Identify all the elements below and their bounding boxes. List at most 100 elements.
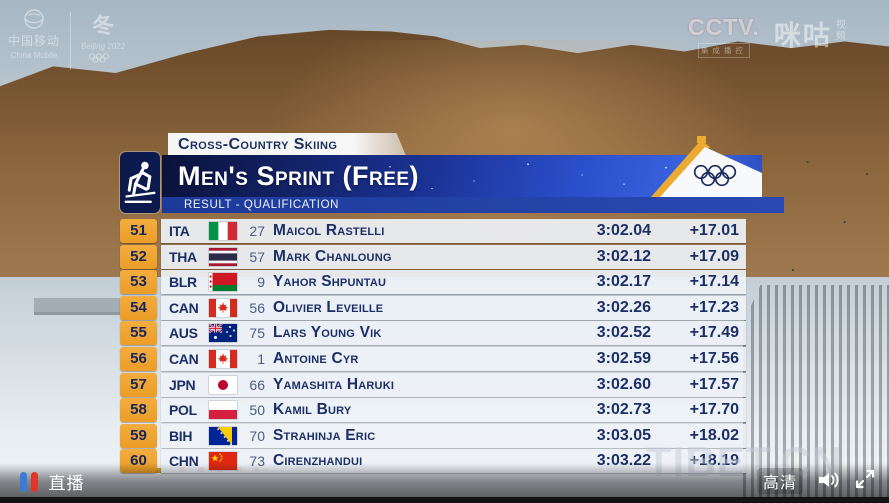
rank-badge: 56 [120, 346, 157, 371]
result-row: 56 CAN 1 Antoine Cyr 3:02.59 +17.56 [120, 346, 746, 371]
noc-code: BIH [169, 427, 193, 444]
sport-label: Cross-Country Skiing [178, 136, 338, 153]
flag-icon [209, 375, 237, 394]
diff-value: +18.02 [689, 426, 739, 444]
bib-number: 56 [249, 299, 265, 316]
cross-country-skier-icon [124, 161, 156, 203]
result-row-body: CAN 1 Antoine Cyr 3:02.59 +17.56 [161, 346, 746, 371]
athlete-name: Lars Young Vik [273, 324, 382, 342]
flag-icon [209, 324, 237, 343]
result-row: 58 POL 50 Kamil Bury 3:02.73 +17.70 [120, 398, 746, 423]
diff-value: +17.09 [689, 247, 739, 265]
rank-badge: 57 [120, 372, 157, 397]
diff-value: +17.56 [689, 349, 739, 367]
rank-badge: 52 [120, 244, 157, 269]
result-row: 52 THA 57 Mark Chanloung 3:02.12 +17.09 [120, 244, 746, 269]
athlete-name: Antoine Cyr [273, 349, 359, 367]
olympic-rings-watermark-icon [88, 53, 110, 63]
athlete-name: Olivier Leveille [273, 298, 384, 316]
time-value: 3:02.52 [596, 324, 651, 342]
time-value: 3:02.12 [596, 247, 651, 265]
result-row-body: POL 50 Kamil Bury 3:02.73 +17.70 [161, 398, 746, 423]
noc-code: AUS [169, 325, 198, 342]
flag-icon [209, 222, 237, 240]
bib-number: 66 [249, 376, 265, 393]
time-value: 3:02.59 [596, 349, 651, 367]
result-row-body: BIH 70 Strahinja Eric 3:03.05 +18.02 [161, 423, 746, 448]
player-control-bar [0, 463, 889, 503]
athlete-name: Yahor Shpuntau [273, 273, 387, 291]
live-indicator[interactable]: 直播 [20, 469, 85, 494]
cctv-sub-label: 集成播控 [697, 43, 750, 58]
result-row-body: JPN 66 Yamashita Haruki 3:02.60 +17.57 [161, 372, 746, 397]
diff-value: +17.23 [689, 298, 739, 316]
result-row: 55 AUS 75 Lars Young Vik 3:02.52 +17.49 [120, 321, 746, 346]
event-title-band: Men's Sprint (Free) [162, 155, 762, 197]
diff-value: +17.01 [689, 222, 739, 239]
olympic-mountain-emblem [645, 136, 762, 197]
noc-code: CAN [169, 299, 199, 316]
result-row-body: AUS 75 Lars Young Vik 3:02.52 +17.49 [161, 321, 746, 346]
diff-value: +17.70 [689, 401, 739, 419]
noc-code: THA [169, 248, 197, 265]
time-value: 3:03.05 [596, 426, 651, 444]
live-bars-icon [20, 471, 38, 492]
athlete-name: Strahinja Eric [273, 426, 376, 444]
athlete-name: Kamil Bury [273, 401, 352, 419]
result-row-body: THA 57 Mark Chanloung 3:02.12 +17.09 [161, 244, 746, 269]
rank-badge: 55 [120, 321, 157, 346]
diff-value: +17.14 [689, 273, 739, 291]
quality-button[interactable]: 高清 [756, 468, 803, 494]
live-label: 直播 [48, 474, 85, 493]
result-row-body: BLR 9 Yahor Shpuntau 3:02.17 +17.14 [161, 270, 746, 295]
flag-icon [209, 349, 237, 368]
flag-icon [209, 273, 237, 292]
channel-watermark: CCTV. 集成播控 咪咕 视 频 [688, 14, 846, 58]
migu-video-label: 视 频 [835, 20, 846, 42]
mountain-rings-icon [651, 136, 762, 197]
bib-number: 9 [257, 274, 265, 291]
beijing2022-label: Beijing 2022 [81, 42, 126, 51]
diff-value: +17.57 [689, 375, 739, 393]
flag-icon [209, 247, 237, 266]
player-bottom-strip [0, 497, 889, 503]
diff-value: +17.49 [689, 324, 739, 342]
rank-badge: 59 [120, 423, 157, 448]
noc-code: BLR [169, 274, 197, 291]
flag-icon [209, 401, 237, 420]
sport-label-tab: Cross-Country Skiing [168, 133, 406, 156]
time-value: 3:02.60 [596, 375, 651, 393]
bib-number: 50 [249, 402, 265, 419]
athlete-name: Maicol Rastelli [273, 222, 385, 239]
fullscreen-button[interactable] [855, 469, 875, 494]
result-row: 54 CAN 56 Olivier Leveille 3:02.26 +17.2… [120, 295, 746, 320]
rank-badge: 58 [120, 398, 157, 423]
time-value: 3:02.73 [596, 401, 651, 419]
china-mobile-cn: 中国移动 [8, 34, 61, 48]
rank-badge: 51 [120, 219, 157, 243]
migu-logo: 咪咕 [773, 21, 832, 51]
noc-code: JPN [169, 376, 196, 393]
china-mobile-en: China Mobile [10, 51, 58, 60]
fullscreen-icon [855, 469, 875, 489]
volume-button[interactable] [817, 470, 841, 495]
noc-code: ITA [169, 223, 190, 239]
venue-building [34, 298, 120, 312]
rank-badge: 53 [120, 270, 157, 295]
result-row: 59 BIH 70 Strahinja Eric 3:03.05 +18.02 [120, 423, 746, 448]
athlete-name: Mark Chanloung [273, 247, 392, 265]
athlete-name: Yamashita Haruki [273, 375, 395, 393]
flag-icon [209, 426, 237, 445]
result-row-body: ITA 27 Maicol Rastelli 3:02.04 +17.01 [161, 219, 746, 243]
china-mobile-icon [24, 9, 44, 29]
result-row: 51 ITA 27 Maicol Rastelli 3:02.04 +17.01 [120, 219, 746, 243]
rank-badge: 54 [120, 295, 157, 320]
results-rows: 51 ITA 27 Maicol Rastelli 3:02.04 +17.01… [120, 219, 746, 474]
result-row: 57 JPN 66 Yamashita Haruki 3:02.60 +17.5… [120, 372, 746, 397]
bib-number: 1 [257, 350, 265, 367]
phase-band: RESULT - QUALIFICATION [162, 197, 784, 213]
result-row-body: CAN 56 Olivier Leveille 3:02.26 +17.23 [161, 295, 746, 320]
cctv-logo: CCTV. [688, 14, 760, 40]
bib-number: 70 [249, 427, 265, 444]
